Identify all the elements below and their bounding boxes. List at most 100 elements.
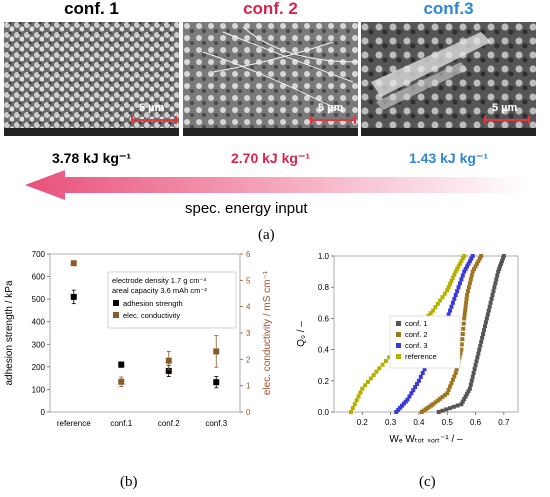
data-point-reference [360,386,365,391]
data-point-reference [365,379,370,384]
data-point-adhesion [165,367,172,374]
data-point-reference [348,410,353,414]
data-point-conf-3 [418,374,423,379]
data-point-reference [442,291,447,296]
data-point-conf-2 [469,273,474,278]
data-point-conductivity [118,378,125,385]
data-point-conf-2 [460,337,465,342]
data-point-conductivity [70,260,77,267]
data-point-conf-3 [446,312,451,317]
x-category-label: conf.2 [158,419,180,428]
data-point-conf-2 [464,296,469,301]
scalebar-label: 5 µm [139,102,165,114]
y-tick-label-left: 200 [32,363,46,372]
data-point-reference [350,406,355,411]
data-point-reference [440,295,445,300]
data-point-reference [377,366,382,371]
panel-label-a: (a) [258,227,275,243]
y-tick-label-right: 6 [246,250,251,259]
data-point-conf-2 [463,308,468,313]
data-point-conf-2 [466,285,471,290]
x-tick-label: 0.6 [470,418,482,427]
sem-texture [361,22,536,136]
data-point-reference [387,355,392,360]
data-point-conf-1 [479,339,484,344]
data-point-conf-2 [458,351,463,356]
data-point-conf-3 [462,269,467,274]
data-point-conf-1 [475,355,480,360]
data-point-conf-1 [497,267,502,271]
data-point-conf-2 [464,300,469,305]
legend-header-2: areal capacity 3.6 mAh cm⁻² [112,286,207,295]
data-point-conf-2 [479,254,484,258]
panel-title-conf2: conf. 2 [243,0,298,18]
y-tick-label: 0.2 [318,377,330,386]
data-point-conf-3 [411,388,416,393]
legend-swatch [396,354,401,359]
x-tick-label: 0.5 [442,418,454,427]
energy-value-conf2: 2.70 kJ kg⁻¹ [231,150,310,166]
sem-texture [183,22,358,136]
data-point-conf-1 [500,256,505,261]
data-point-conf-1 [496,269,501,274]
sem-image-conf2: 5 µm [183,22,358,136]
data-point-conf-2 [459,347,464,352]
chart-b-ylabel-left: adhesion strength / kPa [4,280,15,386]
data-point-reference [383,359,388,364]
data-point-conf-3 [449,304,454,309]
data-point-conf-2 [461,321,466,326]
data-point-conf-2 [448,384,453,389]
sem-texture [4,22,179,136]
panel-title-conf3: conf.3 [423,0,474,18]
panel-label-c: (c) [419,474,436,490]
data-point-conf-2 [431,402,436,407]
legend-swatch-conductivity [113,312,119,318]
legend-swatch [396,332,401,337]
scalebar-label: 5 µm [318,102,344,114]
legend-label-conductivity: elec. conductivity [123,311,180,320]
x-category-label: reference [57,419,91,428]
data-point-reference [431,308,436,313]
data-point-conf-2 [452,374,457,379]
data-point-conf-1 [491,289,496,294]
data-point-conf-1 [471,371,476,375]
data-point-conf-2 [445,391,450,396]
data-point-conf-3 [403,399,408,404]
data-point-conf-2 [462,316,467,321]
data-point-conf-2 [472,267,477,271]
data-point-conf-1 [499,261,504,266]
data-point-conf-1 [494,277,499,282]
data-point-reference [428,311,433,316]
data-point-conf-1 [460,399,465,404]
data-point-conf-3 [450,300,455,305]
data-point-conf-1 [444,407,449,412]
data-point-conf-3 [394,410,399,414]
data-point-conf-1 [465,391,470,396]
y-tick-label-left: 400 [32,318,46,327]
data-point-conf-1 [476,351,481,356]
data-point-reference [452,272,457,277]
data-point-conf-2 [449,381,454,386]
scalebar-label: 5 µm [492,102,518,114]
data-point-conf-2 [473,264,478,269]
data-point-adhesion [118,361,125,368]
data-point-conf-1 [481,332,486,336]
data-point-conf-1 [468,382,473,387]
arrow-label: spec. energy input [185,200,308,217]
data-point-reference [455,267,460,271]
legend-label: reference [405,352,437,361]
data-point-conf-1 [472,367,477,372]
data-point-conf-1 [501,254,506,258]
data-point-conf-3 [459,277,464,282]
data-point-conf-3 [399,403,404,408]
energy-value-conf1: 3.78 kJ kg⁻¹ [52,150,131,166]
data-point-conf-1 [448,406,453,411]
y-tick-label-left: 500 [32,295,46,304]
y-tick-label-left: 300 [32,340,46,349]
data-point-conf-2 [470,269,475,274]
data-point-conf-3 [396,407,401,412]
data-point-reference [438,298,443,303]
data-point-conf-2 [468,277,473,282]
data-point-conf-2 [459,342,464,347]
data-point-conf-1 [489,296,494,301]
